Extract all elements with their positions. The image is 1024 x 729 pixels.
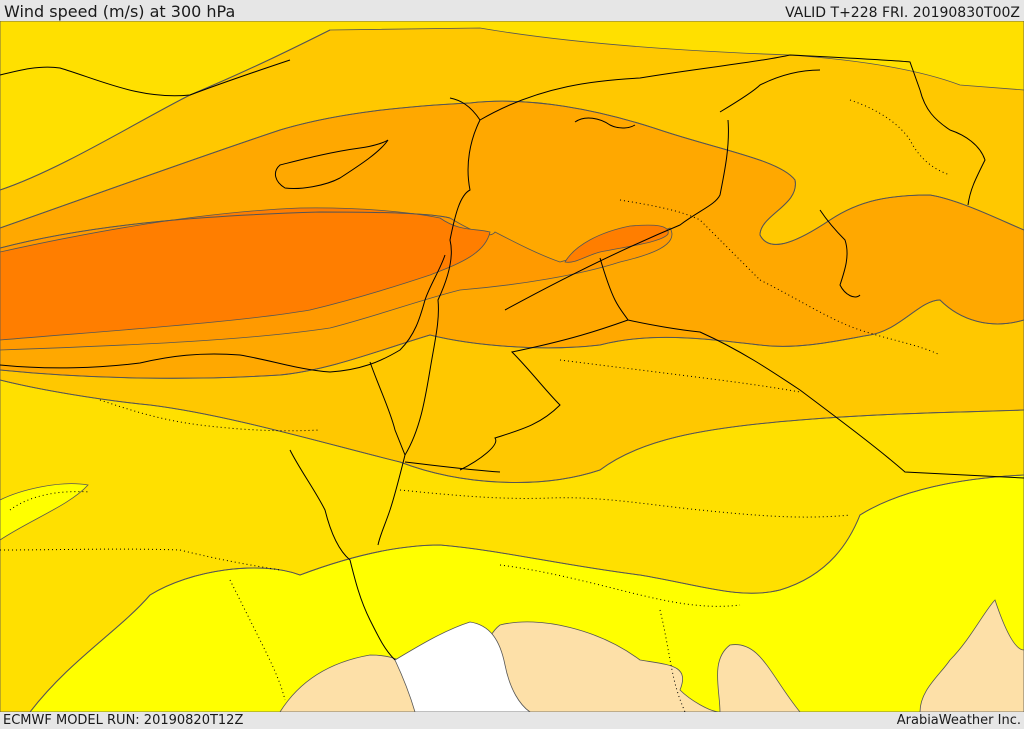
wind-lowest-zone [394,621,531,712]
valid-time-label: VALID T+228 FRI. 20190830T00Z [785,5,1020,21]
map-title: Wind speed (m/s) at 300 hPa [4,2,236,21]
model-run-label: ECMWF MODEL RUN: 20190820T12Z [3,713,244,728]
header-bar: Wind speed (m/s) at 300 hPa VALID T+228 … [0,0,1024,21]
credit-label: ArabiaWeather Inc. [896,713,1021,728]
wind-jet-core [0,207,491,341]
wind-low-zone-mid [717,644,801,712]
footer-bar: ECMWF MODEL RUN: 20190820T12Z ArabiaWeat… [0,712,1024,729]
wind-speed-map[interactable] [0,21,1024,712]
wind-band-1-south [0,483,89,541]
wind-low-zone-east [919,599,1024,712]
wind-jet-core-east [564,224,669,263]
